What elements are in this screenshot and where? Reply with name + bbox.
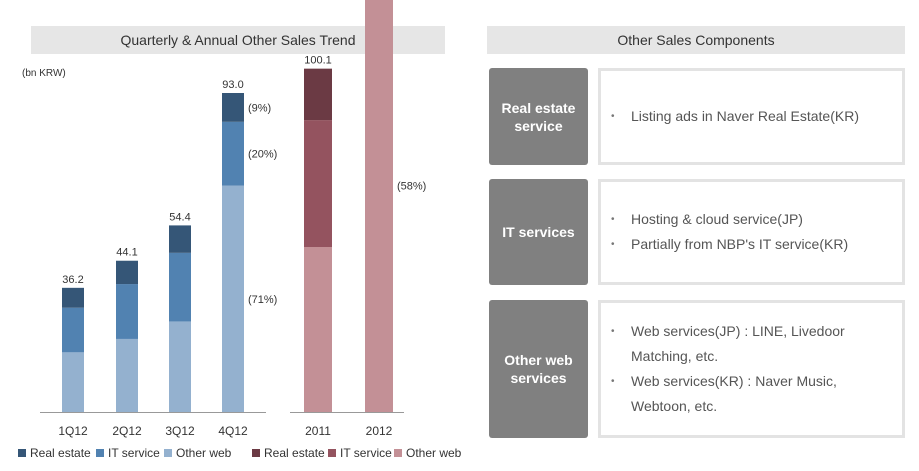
quarterly-tick-label-1Q12: 1Q12: [58, 424, 88, 438]
component-row: Real estate service • Listing ads in Naver…: [489, 68, 905, 165]
quarterly-total-label-3Q12: 54.4: [169, 211, 190, 223]
component-item: • Web services(KR) : Naver Music, Webtoon…: [611, 369, 894, 419]
quarterly-bar-4Q12-other-web: [222, 185, 244, 412]
quarterly-bar-4Q12-it-service: [222, 121, 244, 186]
component-label: Real estate service: [489, 68, 588, 165]
quarterly-tick-label-2Q12: 2Q12: [112, 424, 142, 438]
annual-legend-label-1: IT service: [340, 446, 392, 460]
component-row: Other web services • Web services(JP) : LI…: [489, 300, 905, 438]
quarterly-bar-4Q12-real-estate: [222, 93, 244, 122]
bullet-icon: •: [611, 214, 615, 225]
annual-legend-swatch-1: [328, 449, 336, 457]
component-item-text: Web services(JP) : LINE, Livedoor Matchi…: [631, 323, 845, 364]
quarterly-bar-3Q12-real-estate: [169, 225, 191, 253]
annual-legend-label-0: Real estate: [264, 446, 325, 460]
chart-panel-title: Quarterly & Annual Other Sales Trend: [120, 32, 356, 48]
component-item: • Partially from NBP's IT service(KR): [611, 232, 894, 257]
sales-trend-chart: 36.2 1Q12 44.1 2Q12 54.4 3Q12 93.0 4Q12 (9%) (20%…: [18, 0, 462, 460]
quarterly-legend-label-0: Real estate: [30, 446, 91, 460]
annual-bar-2011-other-web: [304, 247, 332, 412]
annual-share-label-2: (58%): [397, 180, 426, 192]
quarterly-share-label-0: (9%): [248, 102, 271, 114]
quarterly-bar-2Q12-it-service: [116, 284, 138, 339]
quarterly-share-label-2: (71%): [248, 294, 277, 306]
annual-legend-swatch-0: [252, 449, 260, 457]
quarterly-legend-swatch-0: [18, 449, 26, 457]
component-description-box: • Hosting & cloud service(JP) • Partially f…: [598, 179, 905, 285]
component-label: Other web services: [489, 300, 588, 438]
quarterly-total-label-4Q12: 93.0: [222, 79, 243, 91]
annual-tick-label-2012: 2012: [366, 424, 393, 438]
component-item-text: Hosting & cloud service(JP): [631, 211, 803, 227]
quarterly-tick-label-4Q12: 4Q12: [218, 424, 248, 438]
components-panel-title: Other Sales Components: [617, 32, 775, 48]
component-item-text: Listing ads in Naver Real Estate(KR): [631, 108, 859, 124]
component-item: • Web services(JP) : LINE, Livedoor Match…: [611, 319, 894, 369]
bullet-icon: •: [611, 239, 615, 250]
annual-total-label-2011: 100.1: [304, 55, 332, 67]
annual-bar-2012-other-web: [365, 0, 393, 412]
quarterly-share-label-1: (20%): [248, 149, 277, 161]
component-item: • Listing ads in Naver Real Estate(KR): [611, 104, 894, 129]
quarterly-bar-1Q12-it-service: [62, 307, 84, 353]
annual-legend-label-2: Other web: [406, 446, 462, 460]
quarterly-bar-2Q12-other-web: [116, 338, 138, 412]
annual-legend-swatch-2: [394, 449, 402, 457]
bullet-icon: •: [611, 376, 615, 387]
quarterly-bar-3Q12-it-service: [169, 252, 191, 322]
quarterly-tick-label-3Q12: 3Q12: [165, 424, 195, 438]
component-item-text: Web services(KR) : Naver Music, Webtoon,…: [631, 373, 837, 414]
component-item-text: Partially from NBP's IT service(KR): [631, 236, 849, 252]
quarterly-legend-swatch-1: [96, 449, 104, 457]
bullet-icon: •: [611, 111, 615, 122]
annual-bar-2011-real-estate: [304, 68, 332, 121]
quarterly-bar-3Q12-other-web: [169, 321, 191, 412]
quarterly-legend-label-2: Other web: [176, 446, 232, 460]
quarterly-bar-2Q12-real-estate: [116, 260, 138, 285]
bullet-icon: •: [611, 326, 615, 337]
quarterly-bar-1Q12-other-web: [62, 352, 84, 412]
quarterly-total-label-2Q12: 44.1: [116, 247, 137, 259]
annual-tick-label-2011: 2011: [305, 424, 331, 438]
component-row: IT services • Hosting & cloud service(JP) •…: [489, 179, 905, 285]
component-label: IT services: [489, 179, 588, 285]
component-item: • Hosting & cloud service(JP): [611, 207, 894, 232]
quarterly-bar-1Q12-real-estate: [62, 287, 84, 308]
annual-bar-2011-it-service: [304, 120, 332, 248]
component-description-box: • Listing ads in Naver Real Estate(KR): [598, 68, 905, 165]
component-description-box: • Web services(JP) : LINE, Livedoor Match…: [598, 300, 905, 438]
unit-label: (bn KRW): [22, 68, 66, 79]
quarterly-legend-label-1: IT service: [108, 446, 160, 460]
quarterly-legend-swatch-2: [164, 449, 172, 457]
quarterly-total-label-1Q12: 36.2: [62, 274, 83, 286]
components-panel-header: Other Sales Components: [487, 26, 905, 54]
